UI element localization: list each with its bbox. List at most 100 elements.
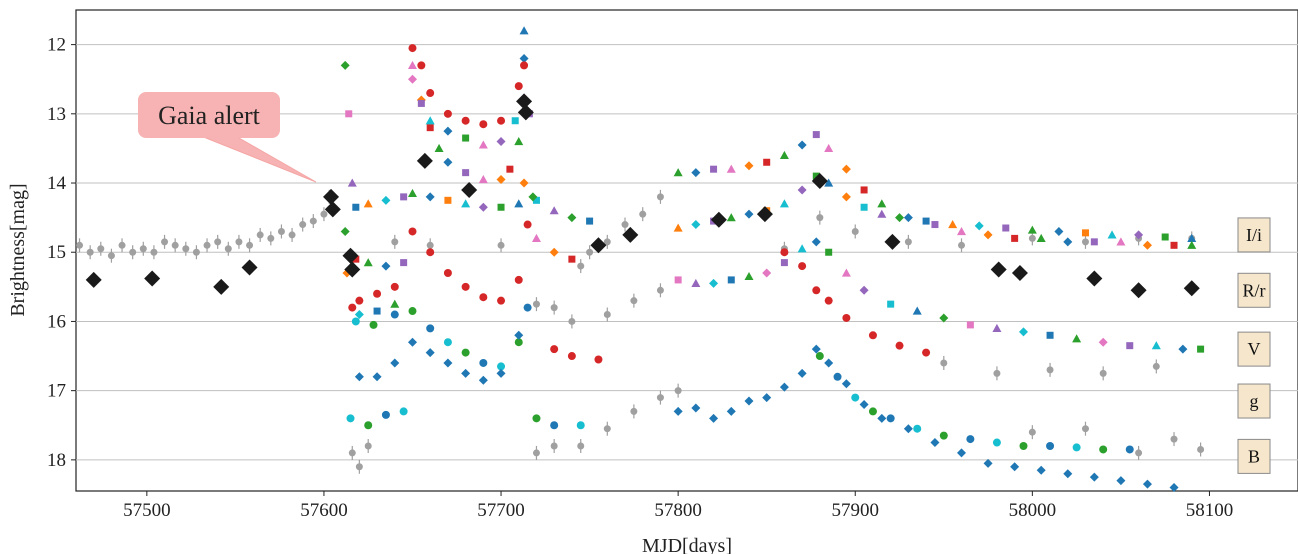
B-point: [1142, 479, 1152, 489]
archival-point: [139, 245, 147, 253]
R/r-point: [812, 131, 820, 139]
green-low-point: [369, 320, 378, 329]
green-low-point: [532, 414, 541, 423]
B-point: [496, 368, 506, 378]
gaia-point: [884, 233, 901, 250]
green-low-point: [1072, 443, 1081, 452]
archival-point: [171, 241, 179, 249]
r-red-point: [922, 348, 931, 357]
I/i-point: [340, 226, 350, 236]
green-low-point: [346, 414, 355, 423]
gaia-point: [590, 237, 607, 254]
V-point: [709, 278, 719, 288]
R/r-point: [400, 259, 408, 267]
R/r-point: [381, 261, 391, 271]
I/i-point: [812, 172, 820, 180]
B-point: [709, 413, 719, 423]
r-red-point: [426, 89, 435, 98]
R/r-point: [763, 158, 771, 166]
I/i-point: [532, 196, 540, 204]
r-red-point: [408, 227, 417, 236]
B-point: [1089, 472, 1099, 482]
B-point: [1116, 476, 1126, 486]
gaia-point: [323, 188, 340, 205]
green-low-point: [886, 414, 895, 423]
archival-point: [256, 231, 264, 239]
B-point: [354, 372, 364, 382]
B-point: [824, 358, 834, 368]
B-point: [673, 406, 683, 416]
V-point: [340, 60, 350, 70]
gaia-point: [324, 201, 341, 218]
I/i-point: [514, 199, 524, 208]
B-point: [744, 396, 754, 406]
r-red-point: [567, 352, 576, 361]
band-labels: I/i R/r Vg B: [1237, 217, 1271, 474]
y-tick-label: 12: [47, 35, 66, 56]
archival-point: [224, 245, 232, 253]
V-point: [1197, 345, 1205, 353]
I/i-point: [895, 213, 905, 223]
R/r-point: [568, 255, 576, 263]
V-point: [797, 244, 807, 253]
V-point: [1098, 337, 1108, 347]
R/r-point: [531, 233, 541, 242]
r-red-point: [461, 282, 470, 291]
V-point: [780, 259, 788, 267]
R/r-point: [1090, 238, 1098, 246]
R/r-point: [841, 164, 851, 174]
r-red-point: [780, 248, 789, 257]
I/i-point: [779, 199, 789, 208]
archival-point: [1152, 362, 1160, 370]
y-tick-label: 16: [47, 311, 66, 332]
green-low-point: [523, 303, 532, 312]
B-point: [425, 348, 435, 358]
V-point: [407, 74, 417, 84]
V-point: [1178, 344, 1188, 354]
V-point: [443, 126, 453, 136]
V-point: [390, 299, 400, 308]
R/r-point: [1142, 240, 1152, 250]
r-red-point: [842, 313, 851, 322]
R/r-point: [462, 169, 470, 177]
green-low-point: [966, 435, 975, 444]
gaia-point: [622, 226, 639, 243]
band-label-text: R/r: [1242, 280, 1265, 300]
x-tick-label: 58000: [1009, 500, 1057, 521]
x-tick-label: 57800: [654, 500, 702, 521]
I/i-point: [425, 192, 435, 202]
V-point: [825, 248, 833, 256]
I/i-point: [461, 199, 471, 208]
gaia-point: [342, 247, 359, 264]
archival-point: [246, 241, 254, 249]
r-red-point: [550, 345, 559, 354]
I/i-point: [1187, 233, 1197, 242]
r-red-point: [479, 293, 488, 302]
green-low-point: [399, 407, 408, 416]
archival-point: [267, 234, 275, 242]
B-point: [983, 458, 993, 468]
archival-point: [940, 359, 948, 367]
archival-point: [214, 238, 222, 246]
archival-point: [1028, 234, 1036, 242]
B-point: [1063, 469, 1073, 479]
axis-ticks: 12 13 14 15 16 17 18 57500 57600 57700 57800 57900 5…: [47, 35, 1233, 521]
data-points: [76, 26, 1205, 493]
x-tick-label: 57700: [477, 500, 525, 521]
I/i-point: [352, 203, 360, 211]
r-red-point: [443, 109, 452, 118]
band-label-2: V: [1237, 331, 1271, 367]
V-point: [496, 136, 506, 146]
R/r-point: [506, 165, 514, 173]
green-low-point: [426, 324, 435, 333]
R/r-point: [426, 124, 434, 132]
x-tick-label: 57900: [831, 500, 879, 521]
B-point: [514, 330, 524, 340]
r-red-point: [514, 82, 523, 91]
B-point: [726, 406, 736, 416]
I/i-point: [497, 203, 505, 211]
I/i-point: [407, 188, 417, 198]
I/i-point: [824, 178, 834, 187]
archival-point: [630, 297, 638, 305]
gaia-point: [144, 270, 161, 287]
